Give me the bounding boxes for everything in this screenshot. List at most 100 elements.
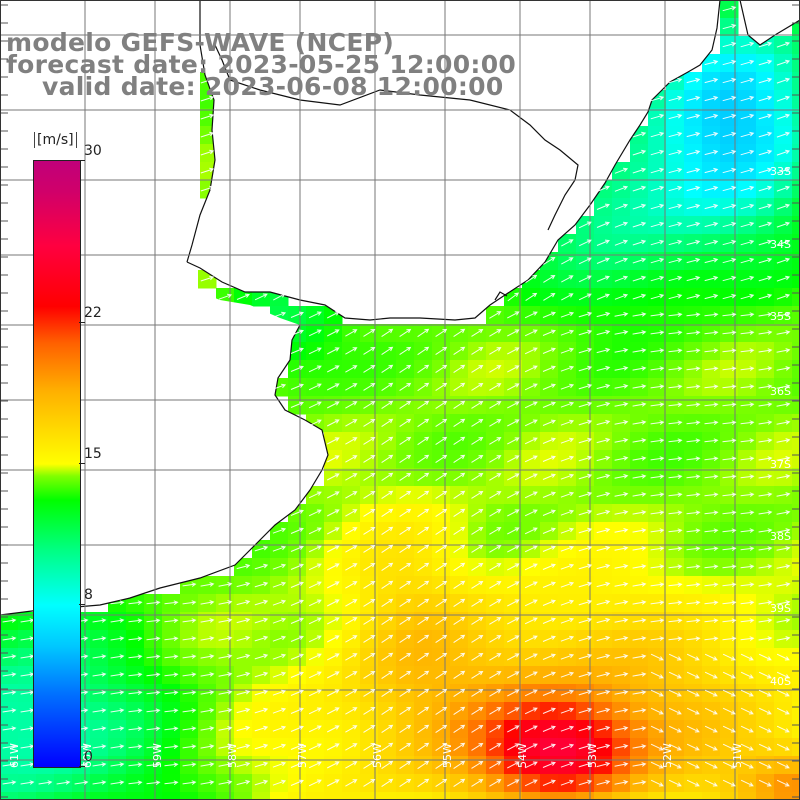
wind-arrow	[326, 473, 340, 481]
wind-arrow	[110, 780, 125, 785]
wind-arrow	[254, 761, 269, 768]
wind-speed-cell	[558, 792, 577, 800]
wind-arrow	[417, 490, 430, 500]
wind-arrow	[326, 707, 340, 715]
wind-arrow	[542, 347, 556, 354]
wind-speed-cell	[18, 792, 37, 800]
wind-arrow	[776, 131, 791, 138]
land-area	[0, 0, 328, 615]
wind-arrow	[236, 563, 251, 570]
wind-arrow	[381, 454, 394, 464]
wind-arrow	[740, 330, 755, 335]
wind-arrow	[399, 382, 412, 392]
wind-arrow	[542, 599, 556, 606]
wind-arrow	[542, 743, 556, 750]
wind-arrow	[668, 671, 682, 679]
wind-arrow	[128, 636, 143, 642]
wind-arrow	[164, 726, 179, 732]
wind-arrow	[399, 634, 412, 644]
wind-arrow	[182, 744, 197, 749]
wind-arrow	[2, 618, 17, 623]
wind-arrow	[399, 346, 412, 356]
wind-arrow	[740, 779, 754, 787]
wind-arrow	[722, 275, 737, 282]
wind-speed-cell	[792, 144, 800, 163]
wind-arrow	[363, 383, 376, 391]
wind-arrow	[200, 600, 215, 605]
wind-arrow	[110, 672, 125, 677]
wind-arrow	[686, 600, 701, 606]
wind-arrow	[722, 366, 737, 372]
wind-arrow	[146, 690, 161, 696]
wind-arrow	[471, 491, 484, 499]
wind-arrow	[722, 149, 737, 156]
wind-arrow	[524, 347, 538, 355]
wind-arrow	[272, 617, 287, 624]
wind-arrow	[740, 402, 755, 407]
wind-arrow	[128, 618, 143, 624]
wind-arrow	[2, 654, 17, 659]
wind-speed-cell	[792, 162, 800, 181]
wind-arrow	[164, 780, 179, 786]
wind-arrow	[596, 635, 611, 642]
wind-arrow	[489, 635, 502, 643]
wind-arrow	[218, 744, 233, 749]
wind-arrow	[399, 436, 412, 446]
wind-arrow	[435, 382, 448, 392]
wind-speed-cell	[792, 432, 800, 451]
wind-arrow	[578, 311, 593, 318]
wind-arrow	[200, 744, 215, 749]
wind-arrow	[596, 653, 611, 660]
wind-arrow	[218, 618, 233, 623]
wind-arrow	[668, 95, 683, 102]
wind-arrow	[345, 779, 358, 787]
wind-arrow	[236, 761, 251, 768]
wind-arrow	[776, 420, 791, 425]
wind-arrow	[471, 365, 484, 373]
wind-arrow	[453, 598, 466, 608]
wind-arrow	[290, 509, 304, 516]
wind-arrow	[164, 762, 179, 768]
wind-arrow	[560, 491, 575, 498]
wind-speed-cell	[108, 792, 127, 800]
wind-arrow	[578, 527, 593, 534]
wind-arrow	[776, 275, 791, 282]
wind-arrow	[507, 329, 520, 337]
wind-arrow	[686, 95, 701, 102]
wind-arrow	[308, 599, 322, 607]
wind-arrow	[686, 257, 701, 264]
wind-arrow	[290, 527, 304, 534]
wind-arrow	[218, 293, 233, 300]
wind-arrow	[471, 581, 484, 589]
coastline-path	[186, 0, 721, 321]
wind-speed-cell	[486, 792, 505, 800]
wind-arrow	[668, 779, 682, 787]
wind-arrow	[578, 707, 593, 714]
wind-arrow	[453, 472, 466, 482]
wind-arrow	[650, 779, 664, 787]
wind-arrow	[686, 402, 701, 408]
wind-arrow	[542, 761, 556, 768]
longitude-label: 52W	[661, 743, 674, 768]
wind-arrow	[182, 618, 197, 623]
wind-arrow	[560, 761, 575, 768]
wind-arrow	[489, 365, 502, 373]
wind-arrow	[453, 364, 466, 374]
wind-arrow	[722, 474, 737, 480]
wind-speed-cell	[792, 702, 800, 721]
wind-arrow	[363, 761, 376, 769]
wind-speed-cell	[666, 792, 685, 800]
wind-arrow	[236, 293, 250, 300]
wind-arrow	[758, 707, 772, 715]
wind-arrow	[758, 113, 773, 120]
wind-arrow	[399, 616, 412, 626]
wind-arrow	[758, 384, 773, 389]
wind-arrow	[471, 743, 484, 751]
wind-arrow	[200, 77, 215, 84]
wind-arrow	[453, 418, 466, 428]
wind-speed-cell	[792, 738, 800, 757]
wind-arrow	[146, 600, 161, 606]
wind-arrow	[489, 545, 502, 553]
wind-arrow	[686, 510, 701, 516]
wind-arrow	[507, 311, 520, 319]
